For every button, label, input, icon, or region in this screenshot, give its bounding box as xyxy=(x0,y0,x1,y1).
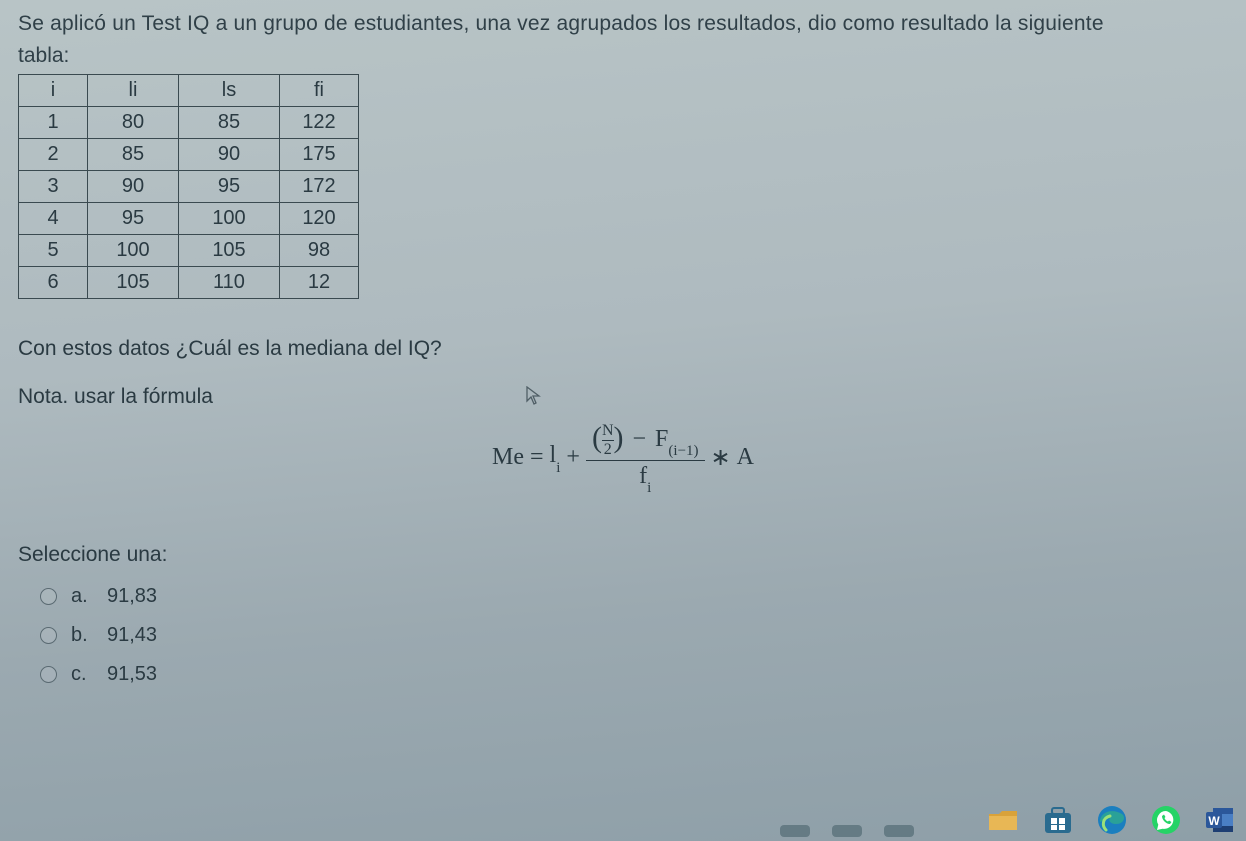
formula-denominator: fi xyxy=(633,463,657,493)
cell-fi: 172 xyxy=(280,170,359,202)
radio-icon[interactable] xyxy=(40,588,57,605)
formula-times: ∗ xyxy=(711,443,731,472)
note-text: Nota. usar la fórmula xyxy=(18,385,1228,409)
question-text: Con estos datos ¿Cuál es la mediana del … xyxy=(18,337,1228,361)
taskbar: W xyxy=(986,803,1238,837)
folder-icon[interactable] xyxy=(986,803,1022,837)
formula-fraction: ( N 2 ) − F(i−1) fi xyxy=(586,423,705,493)
option-c[interactable]: c. 91,53 xyxy=(40,663,1228,686)
select-one-label: Seleccione una: xyxy=(18,543,1228,567)
cell-i: 4 xyxy=(19,202,88,234)
option-a[interactable]: a. 91,83 xyxy=(40,585,1228,608)
th-i: i xyxy=(19,74,88,106)
formula-eq: = xyxy=(530,444,544,471)
formula-N: N xyxy=(602,423,614,439)
cell-i: 5 xyxy=(19,234,88,266)
table-row: 2 85 90 175 xyxy=(19,138,359,170)
formula-minus: − xyxy=(633,426,647,452)
formula-F-sub: (i−1) xyxy=(668,443,698,459)
cell-li: 80 xyxy=(88,106,179,138)
formula-f-sub: i xyxy=(647,480,651,496)
cell-ls: 110 xyxy=(179,266,280,298)
formula-2: 2 xyxy=(604,442,612,458)
table-row: 3 90 95 172 xyxy=(19,170,359,202)
cell-li: 90 xyxy=(88,170,179,202)
question-prompt: Se aplicó un Test IQ a un grupo de estud… xyxy=(18,8,1228,40)
whatsapp-icon[interactable] xyxy=(1148,803,1184,837)
cell-ls: 95 xyxy=(179,170,280,202)
radio-icon[interactable] xyxy=(40,666,57,683)
option-b[interactable]: b. 91,43 xyxy=(40,624,1228,647)
cell-i: 3 xyxy=(19,170,88,202)
median-formula: Me = li + ( N 2 ) − F(i−1) fi xyxy=(492,423,754,493)
formula-plus: + xyxy=(566,444,580,471)
formula-F: F xyxy=(655,426,668,452)
cell-fi: 12 xyxy=(280,266,359,298)
question-prompt-line2: tabla: xyxy=(18,44,1228,68)
option-text: 91,43 xyxy=(107,624,157,647)
formula-n-over-2: N 2 xyxy=(602,423,614,458)
th-ls: ls xyxy=(179,74,280,106)
cell-fi: 120 xyxy=(280,202,359,234)
table-row: 6 105 110 12 xyxy=(19,266,359,298)
cell-ls: 90 xyxy=(179,138,280,170)
cell-i: 6 xyxy=(19,266,88,298)
cell-li: 100 xyxy=(88,234,179,266)
cell-li: 95 xyxy=(88,202,179,234)
radio-icon[interactable] xyxy=(40,627,57,644)
frequency-table: i li ls fi 1 80 85 122 2 85 90 175 3 90 xyxy=(18,74,359,299)
edge-icon[interactable] xyxy=(1094,803,1130,837)
options-group: a. 91,83 b. 91,43 c. 91,53 xyxy=(18,585,1228,686)
formula-lhs: Me xyxy=(492,444,524,471)
formula-f: f xyxy=(639,463,647,489)
th-li: li xyxy=(88,74,179,106)
cell-li: 105 xyxy=(88,266,179,298)
cell-fi: 98 xyxy=(280,234,359,266)
cell-ls: 105 xyxy=(179,234,280,266)
cell-i: 2 xyxy=(19,138,88,170)
table-row: 1 80 85 122 xyxy=(19,106,359,138)
formula-l-sub: i xyxy=(556,460,560,476)
th-fi: fi xyxy=(280,74,359,106)
cell-li: 85 xyxy=(88,138,179,170)
option-letter: c. xyxy=(71,663,93,686)
option-text: 91,83 xyxy=(107,585,157,608)
table-row: 5 100 105 98 xyxy=(19,234,359,266)
option-text: 91,53 xyxy=(107,663,157,686)
taskbar-blur-left xyxy=(780,825,914,837)
cell-ls: 100 xyxy=(179,202,280,234)
formula-numerator: ( N 2 ) − F(i−1) xyxy=(586,423,705,458)
table-row: 4 95 100 120 xyxy=(19,202,359,234)
formula-A: A xyxy=(737,444,754,471)
formula-li: li xyxy=(550,442,561,473)
option-letter: b. xyxy=(71,624,93,647)
word-icon[interactable]: W xyxy=(1202,803,1238,837)
cell-fi: 175 xyxy=(280,138,359,170)
cell-i: 1 xyxy=(19,106,88,138)
option-letter: a. xyxy=(71,585,93,608)
store-icon[interactable] xyxy=(1040,803,1076,837)
cell-fi: 122 xyxy=(280,106,359,138)
svg-text:W: W xyxy=(1208,814,1220,828)
cell-ls: 85 xyxy=(179,106,280,138)
